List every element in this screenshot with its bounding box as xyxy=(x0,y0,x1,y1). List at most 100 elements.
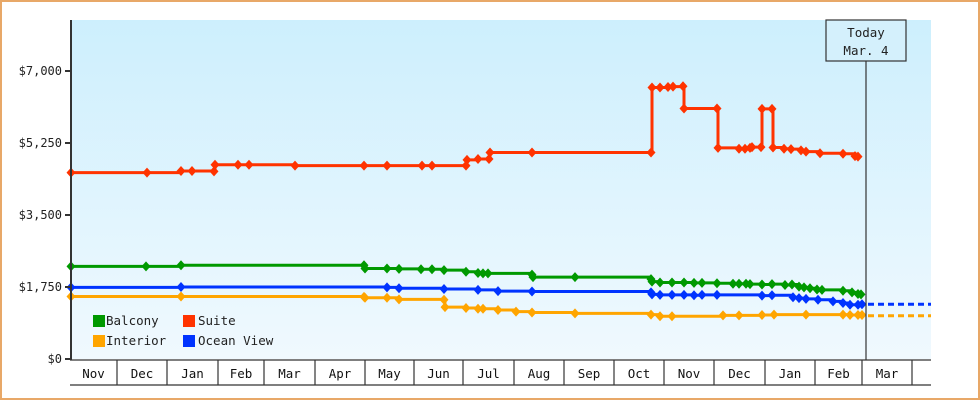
data-point-marker xyxy=(757,309,767,320)
data-point-marker xyxy=(838,298,848,309)
data-point-marker xyxy=(439,284,449,295)
data-point-marker xyxy=(176,291,186,302)
series-suite xyxy=(66,81,863,178)
month-label: Feb xyxy=(827,366,850,381)
data-point-marker xyxy=(461,266,471,277)
data-point-marker xyxy=(394,294,404,305)
data-point-marker xyxy=(757,279,767,290)
data-point-marker xyxy=(187,165,197,176)
legend-label-balcony: Balcony xyxy=(106,313,159,328)
data-point-marker xyxy=(756,142,766,153)
month-label: Mar xyxy=(876,366,899,381)
data-point-marker xyxy=(440,302,450,313)
data-point-marker xyxy=(828,296,838,307)
data-point-marker xyxy=(473,284,483,295)
data-point-marker xyxy=(838,285,848,296)
data-point-marker xyxy=(394,283,404,294)
data-point-marker xyxy=(712,289,722,300)
today-label: Today xyxy=(847,25,885,40)
month-label: Aug xyxy=(528,366,551,381)
data-point-marker xyxy=(801,309,811,320)
data-point-marker xyxy=(768,142,778,153)
data-point-marker xyxy=(439,294,449,305)
data-point-marker xyxy=(359,160,369,171)
data-point-marker xyxy=(394,263,404,274)
data-point-marker xyxy=(473,268,483,279)
legend-item-interior: Interior xyxy=(93,333,167,348)
data-point-marker xyxy=(427,160,437,171)
series-balcony xyxy=(66,260,866,300)
data-point-marker xyxy=(787,279,797,290)
legend-label-suite: Suite xyxy=(198,313,236,328)
data-point-marker xyxy=(416,264,426,275)
data-point-marker xyxy=(767,103,777,114)
data-point-marker xyxy=(689,277,699,288)
data-point-marker xyxy=(747,142,757,153)
data-point-marker xyxy=(647,276,657,287)
data-point-marker xyxy=(485,147,495,158)
data-point-marker xyxy=(838,309,848,320)
data-point-marker xyxy=(801,293,811,304)
legend: Balcony Suite Interior Ocean View xyxy=(93,313,274,348)
data-point-marker xyxy=(483,268,493,279)
data-point-marker xyxy=(780,279,790,290)
data-point-marker xyxy=(805,283,815,294)
data-point-marker xyxy=(141,261,151,272)
data-point-marker xyxy=(728,278,738,289)
data-point-marker xyxy=(745,279,755,290)
y-axis-ticks: $0 $1,750 $3,500 $5,250 $7,000 xyxy=(19,64,71,366)
data-point-marker xyxy=(176,165,186,176)
data-point-marker xyxy=(678,81,688,92)
today-date: Mar. 4 xyxy=(843,43,888,58)
data-point-marker xyxy=(757,290,767,301)
series-ocean-view xyxy=(66,282,931,310)
month-label: May xyxy=(378,366,401,381)
data-point-marker xyxy=(813,294,823,305)
legend-item-suite: Suite xyxy=(183,313,236,328)
data-point-marker xyxy=(233,159,243,170)
data-point-marker xyxy=(478,268,488,279)
data-point-marker xyxy=(667,277,677,288)
data-point-marker xyxy=(786,144,796,155)
data-point-marker xyxy=(382,282,392,293)
legend-label-ocean-view: Ocean View xyxy=(198,333,274,348)
legend-item-balcony: Balcony xyxy=(93,313,159,328)
data-point-marker xyxy=(473,154,483,165)
data-point-marker xyxy=(734,278,744,289)
data-point-marker xyxy=(853,151,863,162)
data-point-marker xyxy=(734,143,744,154)
data-point-marker xyxy=(812,284,822,295)
data-point-marker xyxy=(679,289,689,300)
month-label: Jun xyxy=(427,366,450,381)
data-point-marker xyxy=(527,286,537,297)
data-point-marker xyxy=(417,160,427,171)
data-point-marker xyxy=(244,159,254,170)
data-point-marker xyxy=(647,82,657,93)
legend-swatch-ocean-view xyxy=(183,335,195,347)
data-point-marker xyxy=(769,309,779,320)
month-label: Oct xyxy=(628,366,651,381)
data-point-marker xyxy=(668,81,678,92)
data-point-marker xyxy=(801,146,811,157)
data-point-marker xyxy=(767,279,777,290)
data-point-marker xyxy=(847,287,857,298)
data-point-marker xyxy=(360,292,370,303)
legend-swatch-suite xyxy=(183,315,195,327)
data-point-marker xyxy=(817,284,827,295)
data-point-marker xyxy=(527,147,537,158)
month-label: Apr xyxy=(329,366,352,381)
x-axis-months: Nov Dec Jan Feb Mar Apr May Jun Jul Aug Sep Oct Nov D… xyxy=(70,359,931,386)
data-point-marker xyxy=(382,292,392,303)
data-point-marker xyxy=(382,263,392,274)
data-point-marker xyxy=(799,282,809,293)
month-label: Nov xyxy=(82,366,105,381)
month-label: Jan xyxy=(779,366,802,381)
month-label: Dec xyxy=(131,366,154,381)
data-point-marker xyxy=(439,265,449,276)
data-point-marker xyxy=(757,103,767,114)
data-point-marker xyxy=(838,148,848,159)
data-point-marker xyxy=(667,311,677,322)
data-point-marker xyxy=(845,299,855,310)
